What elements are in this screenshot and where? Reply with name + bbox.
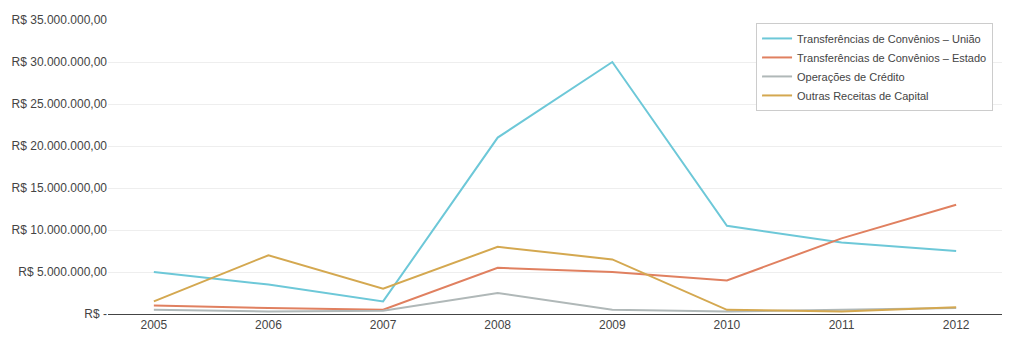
svg-text:2005: 2005 <box>140 318 167 332</box>
svg-text:Transferências de Convênios –: Transferências de Convênios – Estado <box>797 52 986 64</box>
svg-text:R$ 30.000.000,00: R$ 30.000.000,00 <box>12 55 108 69</box>
svg-text:Operações de Crédito: Operações de Crédito <box>797 71 905 83</box>
svg-text:2010: 2010 <box>714 318 741 332</box>
svg-text:2009: 2009 <box>599 318 626 332</box>
svg-text:R$ 20.000.000,00: R$ 20.000.000,00 <box>12 139 108 153</box>
svg-text:2007: 2007 <box>370 318 397 332</box>
svg-text:2011: 2011 <box>829 318 855 332</box>
svg-text:R$ -: R$ - <box>84 307 107 321</box>
svg-text:2006: 2006 <box>255 318 282 332</box>
svg-text:Transferências de Convênios –: Transferências de Convênios – União <box>797 33 981 45</box>
svg-text:R$ 10.000.000,00: R$ 10.000.000,00 <box>12 223 108 237</box>
svg-text:R$ 25.000.000,00: R$ 25.000.000,00 <box>12 97 108 111</box>
svg-text:Outras Receitas de Capital: Outras Receitas de Capital <box>797 90 928 102</box>
svg-text:R$ 5.000.000,00: R$ 5.000.000,00 <box>18 265 107 279</box>
svg-text:2008: 2008 <box>484 318 511 332</box>
svg-text:R$ 35.000.000,00: R$ 35.000.000,00 <box>12 13 108 27</box>
svg-text:2012: 2012 <box>943 318 970 332</box>
svg-text:R$ 15.000.000,00: R$ 15.000.000,00 <box>12 181 108 195</box>
